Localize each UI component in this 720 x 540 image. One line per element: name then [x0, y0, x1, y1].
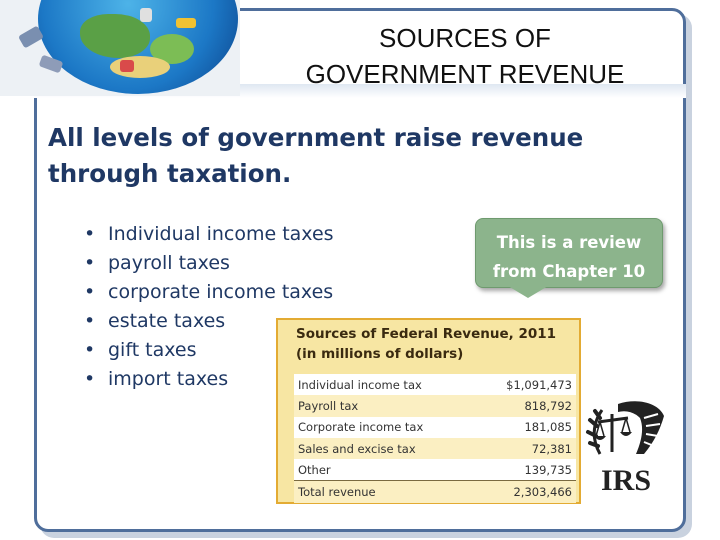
bullet-item: estate taxes: [84, 307, 334, 336]
bullet-item: gift taxes: [84, 336, 334, 365]
table-total-row: Total revenue 2,303,466: [294, 480, 576, 503]
callout-line: from Chapter 10: [492, 262, 646, 281]
house-icon: [120, 60, 134, 72]
row-value: 818,792: [475, 395, 576, 417]
review-callout: This is a review from Chapter 10: [475, 218, 663, 288]
table-title: Sources of Federal Revenue, 2011 (in mil…: [296, 324, 556, 364]
table-title-line: Sources of Federal Revenue, 2011: [296, 326, 557, 342]
bullet-item: payroll taxes: [84, 249, 334, 278]
bullet-item: corporate income taxes: [84, 278, 334, 307]
row-label: Other: [294, 459, 476, 481]
row-label: Individual income tax: [294, 374, 476, 396]
table-row: Corporate income tax 181,085: [294, 416, 576, 438]
row-label: Corporate income tax: [294, 416, 476, 438]
federal-revenue-table: Sources of Federal Revenue, 2011 (in mil…: [276, 318, 581, 504]
row-label: Sales and excise tax: [294, 437, 476, 460]
row-value: 72,381: [475, 437, 576, 460]
truck-icon: [176, 18, 196, 28]
irs-eagle-scales-icon: IRS: [586, 401, 664, 497]
bullet-item: Individual income taxes: [84, 220, 334, 249]
heading-line: through taxation.: [48, 159, 292, 188]
row-value: 181,085: [475, 416, 576, 438]
tax-bullet-list: Individual income taxes payroll taxes co…: [84, 220, 334, 394]
slide-heading: All levels of government raise revenue t…: [48, 120, 608, 192]
callout-line: This is a review: [496, 233, 642, 252]
row-label: Payroll tax: [294, 395, 476, 417]
irs-logo: IRS: [584, 396, 668, 497]
table-row: Individual income tax $1,091,473: [294, 374, 576, 396]
callout-text: This is a review from Chapter 10: [476, 228, 662, 286]
table-subtitle-line: (in millions of dollars): [296, 346, 464, 362]
table-row: Payroll tax 818,792: [294, 395, 576, 417]
row-value: 139,735: [475, 459, 576, 481]
page-title: SOURCES OF GOVERNMENT REVENUE: [260, 20, 670, 92]
building-icon: [140, 8, 152, 22]
revenue-rows: Individual income tax $1,091,473 Payroll…: [294, 374, 576, 503]
bullet-item: import taxes: [84, 365, 334, 394]
globe-continent: [80, 14, 150, 58]
title-line: GOVERNMENT REVENUE: [305, 59, 625, 89]
row-label: Total revenue: [294, 480, 476, 503]
heading-line: All levels of government raise revenue: [48, 123, 584, 152]
table-row: Other 139,735: [294, 459, 576, 481]
svg-text:IRS: IRS: [601, 464, 651, 496]
globe-continent: [110, 56, 170, 78]
row-value: $1,091,473: [475, 374, 576, 396]
title-line: SOURCES OF: [379, 23, 551, 53]
callout-pointer: [508, 286, 548, 298]
row-value: 2,303,466: [475, 480, 576, 503]
table-row: Sales and excise tax 72,381: [294, 437, 576, 460]
globe-illustration: [0, 0, 240, 96]
